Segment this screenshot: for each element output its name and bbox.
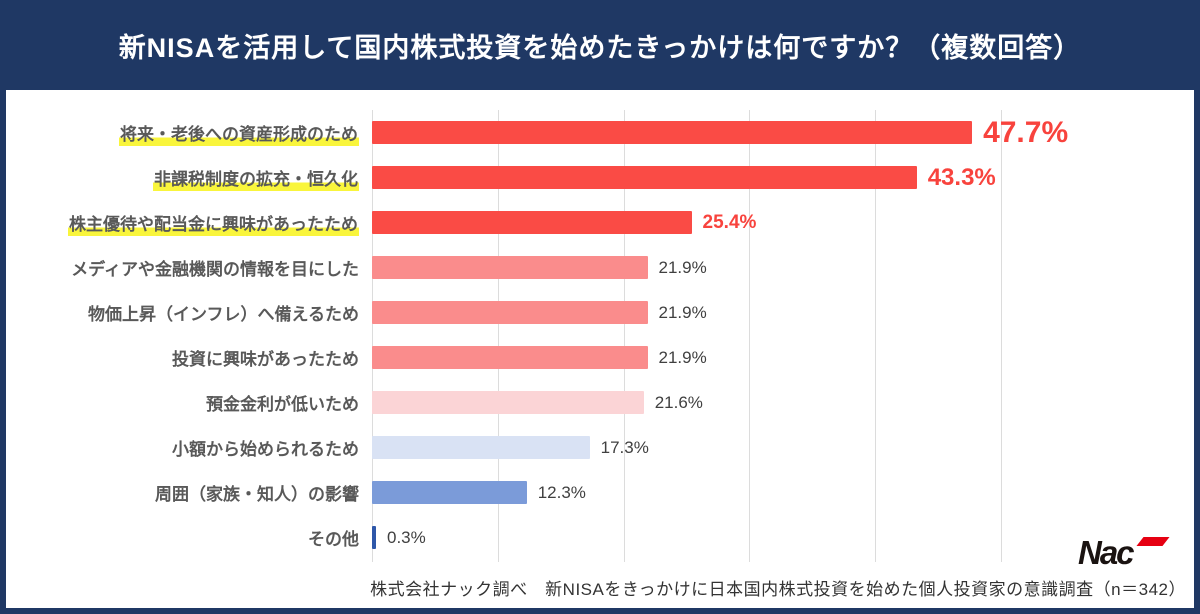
bar (372, 301, 648, 324)
gridline (623, 110, 625, 562)
source-note: 株式会社ナック調べ 新NISAをきっかけに日本国内株式投資を始めた個人投資家の意… (370, 580, 1186, 599)
bar-track: 25.4% (372, 200, 1194, 245)
bar (372, 121, 973, 144)
category-label: 周囲（家族・知人）の影響 (6, 480, 372, 505)
bar-track: 21.9% (372, 245, 1194, 290)
gridline (875, 110, 877, 562)
category-label: 小額から始められるため (6, 435, 372, 460)
category-text-highlighted: 将来・老後への資産形成のため (119, 125, 359, 146)
bar-chart: 将来・老後への資産形成のため 47.7% 非課税制度の拡充・恒久化 43.3% 株主優待… (6, 110, 1194, 562)
header-band: 新NISAを活用して国内株式投資を始めたきっかけは何ですか？（複数回答） (0, 0, 1200, 90)
chart-panel: 将来・老後への資産形成のため 47.7% 非課税制度の拡充・恒久化 43.3% 株主優待… (6, 90, 1194, 608)
bar (372, 391, 644, 414)
value-label: 21.9% (658, 302, 707, 322)
category-label: メディアや金融機関の情報を目にした (6, 255, 372, 280)
bar-track: 17.3% (372, 425, 1194, 470)
bar-row: 物価上昇（インフレ）へ備えるため 21.9% (6, 290, 1194, 335)
category-text: 投資に興味があったため (172, 350, 359, 369)
category-label: 物価上昇（インフレ）へ備えるため (6, 300, 372, 325)
bar-row: 預金金利が低いため 21.6% (6, 380, 1194, 425)
bar-row: 投資に興味があったため 21.9% (6, 335, 1194, 380)
value-label: 21.9% (658, 257, 707, 277)
gridline (1001, 110, 1002, 562)
bar-row: 小額から始められるため 17.3% (6, 425, 1194, 470)
bar-track: 12.3% (372, 470, 1194, 515)
bar-row: 株主優待や配当金に興味があったため 25.4% (6, 200, 1194, 245)
bar (372, 526, 376, 549)
category-text: 小額から始められるため (172, 440, 359, 459)
value-label: 21.9% (658, 347, 707, 367)
bar-track: 21.9% (372, 335, 1194, 380)
bar-track: 0.3% (372, 515, 1194, 560)
gridline (749, 110, 751, 562)
gridline (497, 110, 499, 562)
bar-row: 将来・老後への資産形成のため 47.7% (6, 110, 1194, 155)
category-label: 株主優待や配当金に興味があったため (6, 210, 372, 236)
value-label: 17.3% (600, 437, 649, 457)
bar-row: その他 0.3% (6, 515, 1194, 560)
bar-row: 周囲（家族・知人）の影響 12.3% (6, 470, 1194, 515)
bar-track: 43.3% (372, 155, 1194, 200)
bar-track: 21.9% (372, 290, 1194, 335)
bar (372, 346, 648, 369)
category-text: 周囲（家族・知人）の影響 (155, 485, 359, 504)
value-label: 25.4% (702, 211, 757, 233)
value-label: 0.3% (387, 527, 426, 547)
page-title: 新NISAを活用して国内株式投資を始めたきっかけは何ですか？（複数回答） (118, 32, 1082, 63)
value-label: 12.3% (537, 482, 586, 502)
bar (372, 211, 692, 234)
category-label: その他 (6, 525, 372, 550)
bar (372, 481, 527, 504)
category-text-highlighted: 株主優待や配当金に興味があったため (68, 215, 359, 236)
category-label: 預金金利が低いため (6, 390, 372, 415)
bar-rows: 将来・老後への資産形成のため 47.7% 非課税制度の拡充・恒久化 43.3% 株主優待… (6, 110, 1194, 560)
bar-row: 非課税制度の拡充・恒久化 43.3% (6, 155, 1194, 200)
bar-row: メディアや金融機関の情報を目にした 21.9% (6, 245, 1194, 290)
value-label: 47.7% (983, 115, 1069, 149)
gridline (372, 110, 373, 562)
bar (372, 256, 648, 279)
value-label: 43.3% (927, 163, 996, 191)
category-label: 非課税制度の拡充・恒久化 (6, 165, 372, 191)
nac-logo-text: Nac (1078, 534, 1135, 571)
category-label: 投資に興味があったため (6, 345, 372, 370)
bar (372, 436, 590, 459)
category-text: 預金金利が低いため (206, 395, 359, 414)
nac-logo: Nac (1078, 536, 1170, 570)
category-text-highlighted: 非課税制度の拡充・恒久化 (153, 170, 359, 191)
bar-track: 47.7% (372, 110, 1194, 155)
category-text: その他 (308, 530, 359, 549)
bar (372, 166, 917, 189)
category-text: メディアや金融機関の情報を目にした (71, 260, 359, 279)
category-text: 物価上昇（インフレ）へ備えるため (88, 305, 359, 324)
value-label: 21.6% (654, 392, 703, 412)
bar-track: 21.6% (372, 380, 1194, 425)
category-label: 将来・老後への資産形成のため (6, 120, 372, 146)
